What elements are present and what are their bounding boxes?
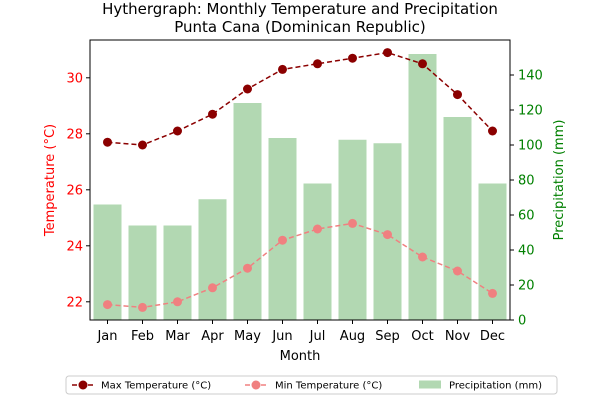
- x-tick-label-jun: Jun: [271, 329, 292, 344]
- max-temp-point-may: [243, 84, 252, 94]
- max-temp-point-nov: [453, 90, 462, 100]
- chart-subtitle: Punta Cana (Dominican Republic): [174, 18, 425, 36]
- legend-label-precipitation: Precipitation (mm): [449, 381, 542, 392]
- precip-bar-apr: [198, 199, 227, 320]
- y-right-tick-label-20: 20: [518, 279, 535, 294]
- precip-bar-nov: [443, 117, 472, 320]
- precip-bar-aug: [338, 139, 367, 320]
- x-tick-label-oct: Oct: [411, 329, 433, 344]
- min-temp-point-sep: [383, 230, 392, 240]
- max-temp-point-apr: [208, 109, 217, 119]
- min-temp-point-oct: [418, 252, 427, 262]
- y-right-tick-label-60: 60: [518, 209, 535, 224]
- legend-marker-min-temp: [251, 380, 261, 390]
- x-tick-label-nov: Nov: [445, 329, 471, 344]
- y-right-tick-label-100: 100: [518, 139, 543, 154]
- legend-item-min-temp: Min Temperature (°C): [245, 380, 382, 392]
- min-temp-point-may: [243, 263, 252, 273]
- min-temp-point-mar: [173, 297, 182, 307]
- min-temp-point-dec: [488, 288, 497, 298]
- max-temp-point-dec: [488, 126, 497, 136]
- y-right-tick-label-0: 0: [518, 314, 526, 329]
- x-tick-label-jul: Jul: [309, 329, 326, 344]
- y-right-tick-label-140: 140: [518, 69, 543, 84]
- x-axis: Jan Feb Mar Apr May Jun Jul Aug Sep Oct Nov Dec: [96, 320, 505, 344]
- x-tick-label-sep: Sep: [375, 329, 400, 344]
- y-right-tick-label-120: 120: [518, 104, 543, 119]
- min-temp-point-feb: [138, 302, 147, 312]
- min-temp-point-apr: [208, 283, 217, 293]
- y-left-tick-label-30: 30: [66, 71, 83, 86]
- y-left-tick-label-26: 26: [66, 183, 83, 198]
- y-axis-left: 22 24 26 28 30: [66, 71, 90, 310]
- precip-bar-dec: [478, 183, 507, 320]
- legend-marker-max-temp: [78, 380, 88, 390]
- y-left-tick-label-24: 24: [66, 239, 83, 254]
- x-tick-label-may: May: [234, 329, 261, 344]
- legend-item-max-temp: Max Temperature (°C): [72, 380, 211, 392]
- min-temp-line: [107, 222, 493, 309]
- precip-bar-jun: [268, 138, 297, 320]
- y-axis-left-label: Temperature (°C): [43, 124, 58, 237]
- x-tick-label-jan: Jan: [96, 329, 117, 344]
- max-temp-point-feb: [138, 140, 147, 150]
- x-tick-label-dec: Dec: [480, 329, 505, 344]
- legend-label-max-temp: Max Temperature (°C): [101, 381, 211, 392]
- max-temp-point-jan: [103, 137, 112, 147]
- max-temp-point-jun: [278, 64, 287, 74]
- x-tick-label-aug: Aug: [340, 329, 365, 344]
- y-right-tick-label-40: 40: [518, 244, 535, 259]
- precip-bar-oct: [408, 54, 437, 320]
- precipitation-bars: [93, 54, 507, 320]
- min-temp-point-jul: [313, 224, 322, 234]
- x-tick-label-feb: Feb: [131, 329, 154, 344]
- y-left-tick-label-28: 28: [66, 127, 83, 142]
- y-axis-right-label: Precipitation (mm): [552, 120, 567, 241]
- min-temp-point-jan: [103, 300, 112, 310]
- y-axis-right: 0 20 40 60 80 100 120 140: [510, 69, 543, 329]
- temperature-lines: [103, 48, 497, 312]
- precip-bar-jul: [303, 183, 332, 320]
- max-temp-point-mar: [173, 126, 182, 136]
- x-axis-label: Month: [280, 349, 321, 364]
- legend-label-min-temp: Min Temperature (°C): [275, 381, 382, 392]
- x-tick-label-mar: Mar: [165, 329, 190, 344]
- max-temp-point-jul: [313, 59, 322, 69]
- min-temp-point-jun: [278, 235, 287, 245]
- min-temp-point-aug: [348, 218, 357, 228]
- max-temp-point-aug: [348, 53, 357, 63]
- max-temp-line: [107, 51, 494, 146]
- y-right-tick-label-80: 80: [518, 174, 535, 189]
- legend-item-precipitation: Precipitation (mm): [419, 380, 542, 392]
- min-temp-point-nov: [453, 266, 462, 276]
- y-left-tick-label-22: 22: [66, 295, 83, 310]
- legend-swatch-precipitation: [419, 380, 441, 389]
- legend: Max Temperature (°C) Min Temperature (°C…: [65, 375, 558, 395]
- chart-title: Hythergraph: Monthly Temperature and Pre…: [102, 0, 498, 18]
- max-temp-point-sep: [383, 48, 392, 58]
- precip-bar-may: [233, 103, 262, 320]
- max-temp-point-oct: [418, 59, 427, 69]
- x-tick-label-apr: Apr: [201, 329, 224, 344]
